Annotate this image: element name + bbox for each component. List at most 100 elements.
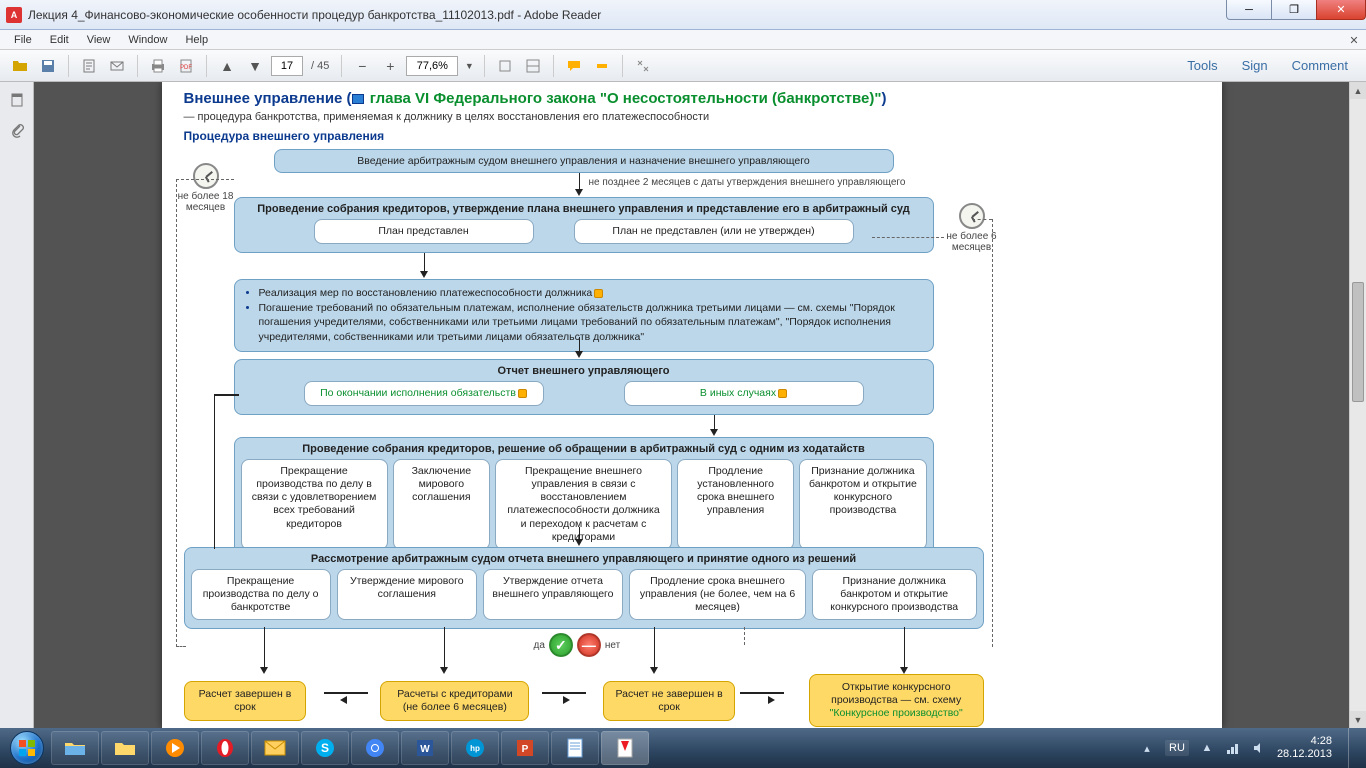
system-tray: ▴ RU ▲ 4:28 28.12.2013 (1139, 728, 1366, 768)
yellow1: Расчет завершен в срок (184, 681, 307, 721)
step6-card1: Прекращение производства по делу о банкр… (191, 569, 331, 620)
tray-time: 4:28 (1277, 735, 1332, 748)
zoom-in-icon[interactable]: + (378, 54, 402, 78)
step5-card5: Признание должника банкротом и открытие … (799, 459, 926, 550)
step5-card2: Заключение мирового соглашения (393, 459, 490, 550)
yellow3: Расчет не завершен в срок (603, 681, 735, 721)
fit-page-icon[interactable] (521, 54, 545, 78)
vertical-scrollbar[interactable]: ▲ ▼ (1349, 82, 1366, 728)
step2-heading: Проведение собрания кредиторов, утвержде… (243, 203, 925, 215)
close-button[interactable]: ✕ (1316, 0, 1366, 20)
pdf-page: Внешнее управление ( глава VI Федерально… (162, 82, 1222, 728)
tray-network-icon[interactable] (1225, 740, 1241, 756)
create-pdf-icon[interactable]: PDF (174, 54, 198, 78)
menubar: File Edit View Window Help ✕ (0, 30, 1366, 50)
page-down-icon[interactable]: ▼ (243, 54, 267, 78)
page-input[interactable] (271, 56, 303, 76)
email-icon[interactable] (105, 54, 129, 78)
clock-left-label: не более 18 месяцев (178, 191, 234, 213)
menu-window[interactable]: Window (120, 32, 175, 48)
step5-heading: Проведение собрания кредиторов, решение … (241, 443, 927, 455)
print-icon[interactable] (146, 54, 170, 78)
step4-opt1: По окончании исполнения обязательств (304, 381, 544, 406)
scroll-thumb[interactable] (1352, 282, 1364, 402)
menu-help[interactable]: Help (177, 32, 216, 48)
doc-subtitle: — процедура банкротства, применяемая к д… (184, 111, 1200, 123)
step2-opt1: План представлен (314, 219, 534, 244)
task-skype[interactable]: S (301, 731, 349, 765)
yes-no-row: да ✓ — нет (534, 633, 621, 657)
bullet1: Реализация мер по восстановлению платеже… (259, 286, 923, 300)
show-desktop-button[interactable] (1348, 728, 1358, 768)
doc-close-button[interactable]: ✕ (1346, 32, 1362, 48)
step6-box: Рассмотрение арбитражным судом отчета вн… (184, 547, 984, 629)
title-part-b: ) (881, 90, 886, 107)
lang-indicator[interactable]: RU (1165, 740, 1189, 756)
no-icon: — (577, 633, 601, 657)
step6-heading: Рассмотрение арбитражным судом отчета вн… (191, 553, 977, 565)
step5-card4: Продление установленного срока внешнего … (677, 459, 794, 550)
content-area: Внешнее управление ( глава VI Федерально… (0, 82, 1366, 728)
step6-card4: Продление срока внешнего управления (не … (629, 569, 806, 620)
export-icon[interactable] (77, 54, 101, 78)
menu-file[interactable]: File (6, 32, 40, 48)
sign-link[interactable]: Sign (1232, 58, 1278, 73)
scroll-down-icon[interactable]: ▼ (1350, 711, 1366, 728)
clock-left: не более 18 месяцев (178, 163, 234, 213)
tray-clock[interactable]: 4:28 28.12.2013 (1277, 735, 1332, 761)
comment-bubble-icon[interactable] (562, 54, 586, 78)
step4-opt2: В иных случаях (624, 381, 864, 406)
book-icon (352, 94, 364, 104)
scroll-up-icon[interactable]: ▲ (1350, 82, 1366, 99)
taskbar: S W hp P ▴ RU ▲ 4:28 28.12.2013 (0, 728, 1366, 768)
menu-view[interactable]: View (79, 32, 119, 48)
task-ppt[interactable]: P (501, 731, 549, 765)
task-word[interactable]: W (401, 731, 449, 765)
step2-opt2: План не представлен (или не утвержден) (574, 219, 854, 244)
step5-box: Проведение собрания кредиторов, решение … (234, 437, 934, 559)
task-explorer2[interactable] (101, 731, 149, 765)
flowchart: Введение арбитражным судом внешнего упра… (184, 149, 1200, 728)
task-wmp[interactable] (151, 731, 199, 765)
titlebar: A Лекция 4_Финансово-экономические особе… (0, 0, 1366, 30)
zoom-input[interactable] (406, 56, 458, 76)
app-icon: A (6, 7, 22, 23)
step4-heading: Отчет внешнего управляющего (243, 365, 925, 377)
page-total: / 45 (311, 60, 329, 72)
svg-text:S: S (321, 741, 329, 755)
tools-link[interactable]: Tools (1177, 58, 1227, 73)
zoom-out-icon[interactable]: − (350, 54, 374, 78)
task-mail[interactable] (251, 731, 299, 765)
fit-width-icon[interactable] (493, 54, 517, 78)
task-hp[interactable]: hp (451, 731, 499, 765)
task-adobe[interactable] (601, 731, 649, 765)
task-explorer[interactable] (51, 731, 99, 765)
highlight-icon[interactable] (590, 54, 614, 78)
save-icon[interactable] (36, 54, 60, 78)
bullet2: Погашение требований по обязательным пла… (259, 301, 923, 344)
tray-up-icon[interactable]: ▴ (1139, 740, 1155, 756)
page-up-icon[interactable]: ▲ (215, 54, 239, 78)
note-right: не позднее 2 месяцев с даты утверждения … (589, 177, 929, 188)
menu-edit[interactable]: Edit (42, 32, 77, 48)
step1-box: Введение арбитражным судом внешнего упра… (274, 149, 894, 173)
yes-label: да (534, 640, 545, 651)
thumbnails-icon[interactable] (7, 90, 27, 110)
start-button[interactable] (4, 728, 50, 768)
task-notepad[interactable] (551, 731, 599, 765)
zoom-dropdown-icon[interactable]: ▼ (462, 54, 476, 78)
read-mode-icon[interactable] (631, 54, 655, 78)
tray-volume-icon[interactable] (1251, 740, 1267, 756)
open-icon[interactable] (8, 54, 32, 78)
comment-link[interactable]: Comment (1282, 58, 1358, 73)
attachments-icon[interactable] (7, 120, 27, 140)
tray-flag-icon[interactable]: ▲ (1199, 740, 1215, 756)
task-opera[interactable] (201, 731, 249, 765)
maximize-button[interactable]: ❐ (1271, 0, 1317, 20)
toolbar: PDF ▲ ▼ / 45 − + ▼ Tools Sign Comment (0, 50, 1366, 82)
svg-text:P: P (522, 744, 529, 755)
minimize-button[interactable]: ─ (1226, 0, 1272, 20)
step4-box: Отчет внешнего управляющего По окончании… (234, 359, 934, 415)
title-part-a: Внешнее управление ( (184, 90, 352, 107)
task-chrome[interactable] (351, 731, 399, 765)
